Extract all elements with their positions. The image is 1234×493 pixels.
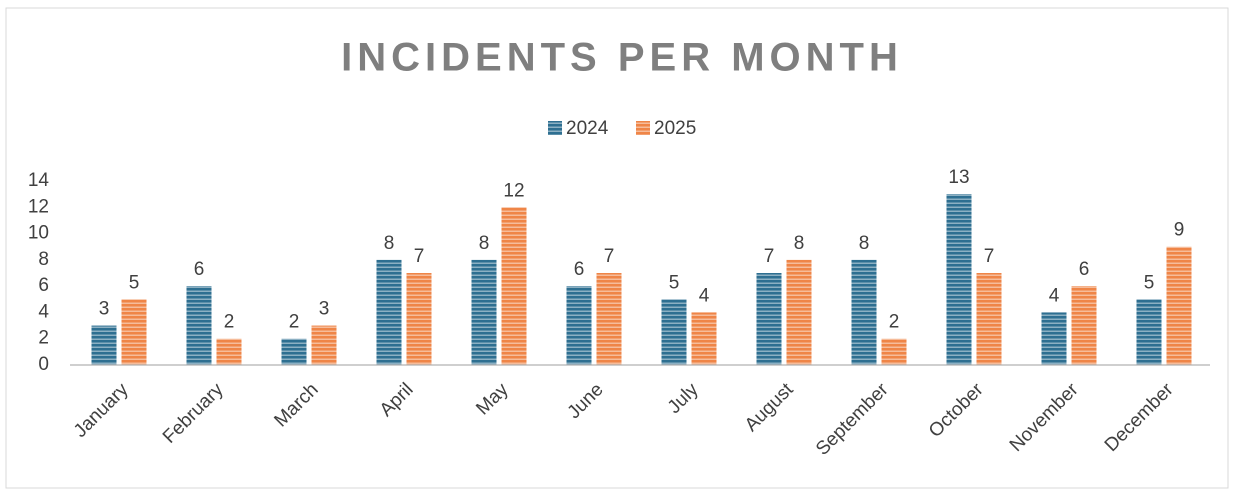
y-tick-label: 4 [38, 301, 49, 322]
bar [281, 338, 307, 365]
data-label: 3 [319, 299, 330, 320]
bar [186, 286, 212, 365]
bar [851, 259, 877, 365]
data-label: 7 [604, 246, 615, 267]
data-label: 2 [889, 312, 900, 333]
data-label: 8 [794, 233, 805, 254]
bar [406, 273, 432, 365]
data-label: 12 [503, 180, 524, 201]
legend-swatch [636, 121, 650, 135]
data-label: 2 [224, 312, 235, 333]
y-tick-label: 14 [28, 170, 50, 191]
y-tick-label: 0 [38, 354, 49, 375]
bar [1136, 299, 1162, 365]
bar [1166, 246, 1192, 365]
bar [1071, 286, 1097, 365]
chart-title: INCIDENTS PER MONTH [341, 36, 903, 80]
bar [691, 312, 717, 365]
data-label: 5 [129, 272, 140, 293]
data-label: 7 [984, 246, 995, 267]
data-label: 5 [1144, 272, 1155, 293]
chart-frame [5, 7, 1229, 489]
y-tick-label: 10 [28, 223, 49, 244]
bar [946, 194, 972, 365]
data-label: 5 [669, 272, 680, 293]
bar [756, 273, 782, 365]
data-label: 4 [699, 285, 710, 306]
bar [91, 325, 117, 365]
legend-label: 2025 [654, 118, 696, 139]
bar [661, 299, 687, 365]
bar [976, 273, 1002, 365]
bar [216, 338, 242, 365]
data-label: 3 [99, 299, 110, 320]
data-label: 6 [194, 259, 205, 280]
data-label: 9 [1174, 220, 1185, 241]
bar [786, 259, 812, 365]
bar [311, 325, 337, 365]
legend-swatch [548, 121, 562, 135]
bar [471, 259, 497, 365]
data-label: 8 [384, 233, 395, 254]
bar [881, 338, 907, 365]
bar [566, 286, 592, 365]
legend-label: 2024 [566, 118, 609, 139]
bar [501, 207, 527, 365]
bar [121, 299, 147, 365]
bar [596, 273, 622, 365]
y-tick-label: 12 [28, 196, 49, 217]
data-label: 13 [948, 167, 969, 188]
data-label: 2 [289, 312, 300, 333]
y-tick-label: 2 [38, 328, 49, 349]
data-label: 6 [1079, 259, 1090, 280]
data-label: 4 [1049, 285, 1060, 306]
y-tick-label: 6 [38, 275, 49, 296]
data-label: 7 [414, 246, 425, 267]
data-label: 7 [764, 246, 775, 267]
y-tick-label: 8 [38, 249, 49, 270]
data-label: 8 [859, 233, 870, 254]
data-label: 6 [574, 259, 585, 280]
bar [376, 259, 402, 365]
data-label: 8 [479, 233, 490, 254]
bar [1041, 312, 1067, 365]
